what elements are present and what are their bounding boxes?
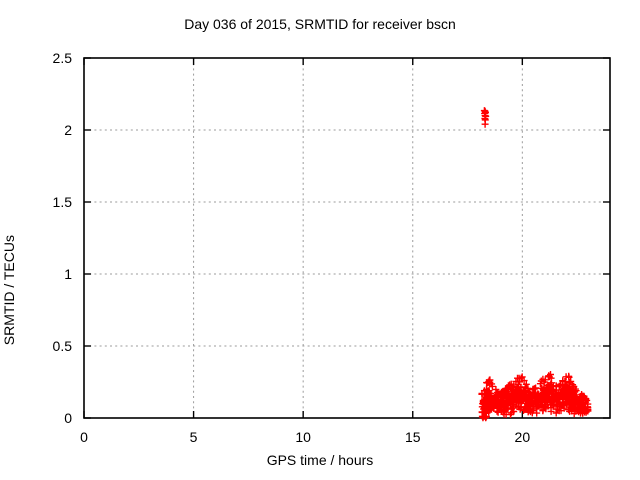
x-tick-label: 0 bbox=[80, 429, 88, 445]
x-axis-label: GPS time / hours bbox=[266, 452, 374, 468]
x-tick-label: 5 bbox=[189, 429, 198, 445]
scatter-points bbox=[478, 107, 592, 422]
y-tick-label: 0 bbox=[64, 410, 72, 426]
x-tick-label: 20 bbox=[514, 429, 531, 445]
series-markers bbox=[480, 107, 490, 128]
y-tick-label: 1 bbox=[64, 266, 72, 282]
y-tick-label: 1.5 bbox=[52, 194, 72, 210]
y-tick-label: 2.5 bbox=[52, 50, 72, 66]
x-tick-label: 15 bbox=[404, 429, 421, 445]
x-tick-label: 10 bbox=[295, 429, 311, 445]
grid-lines bbox=[84, 58, 610, 418]
y-tick-label: 0.5 bbox=[52, 338, 72, 354]
series-markers bbox=[478, 371, 592, 418]
y-tick-label: 2 bbox=[64, 122, 72, 138]
plot-border bbox=[83, 57, 611, 419]
chart-title: Day 036 of 2015, SRMTID for receiver bsc… bbox=[184, 16, 456, 32]
axis-tick-marks bbox=[83, 57, 610, 419]
